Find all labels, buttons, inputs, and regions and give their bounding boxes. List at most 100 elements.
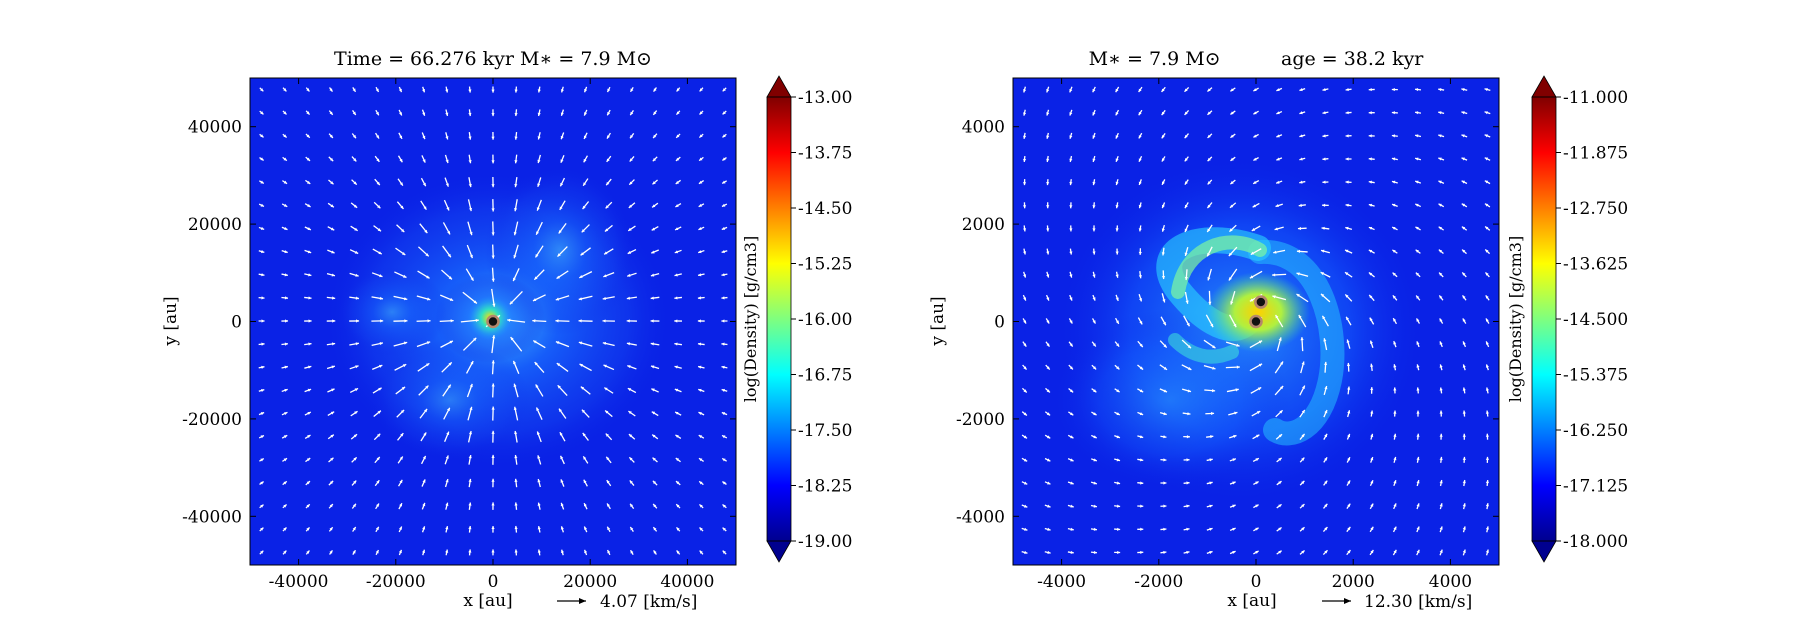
velocity-vector-head bbox=[1275, 204, 1279, 208]
velocity-vector-head bbox=[1299, 134, 1303, 138]
velocity-vector-head bbox=[1046, 274, 1050, 278]
velocity-vector-head bbox=[352, 527, 356, 531]
velocity-vector-head bbox=[1047, 550, 1051, 554]
velocity-vector-head bbox=[1278, 527, 1282, 531]
velocity-vector-head bbox=[698, 365, 702, 369]
velocity-vector-head bbox=[1138, 251, 1142, 255]
velocity-vector-head bbox=[628, 227, 632, 231]
velocity-vector-head bbox=[355, 342, 359, 346]
velocity-vector-head bbox=[1392, 227, 1396, 230]
velocity-vector-head bbox=[1391, 134, 1396, 138]
velocity-vector-head bbox=[1393, 341, 1397, 345]
velocity-vector-head bbox=[331, 388, 335, 392]
velocity-vector-head bbox=[1255, 550, 1259, 554]
velocity-vector-head bbox=[260, 157, 264, 161]
velocity-vector-head bbox=[1462, 387, 1466, 391]
velocity-vector-head bbox=[581, 229, 585, 233]
colorbar-tick-label: -13.625 bbox=[1563, 255, 1628, 275]
velocity-vector-head bbox=[354, 227, 358, 231]
velocity-vector-head bbox=[1187, 389, 1191, 393]
velocity-vector-head bbox=[1462, 272, 1466, 276]
velocity-vector-head bbox=[1296, 249, 1301, 253]
velocity-vector-head bbox=[1461, 226, 1466, 230]
velocity-vector-head bbox=[1184, 228, 1188, 232]
velocity-vector-head bbox=[1255, 481, 1259, 485]
velocity-vector-head bbox=[1438, 180, 1442, 184]
velocity-vector-head bbox=[307, 388, 312, 392]
velocity-vector-head bbox=[1161, 252, 1165, 256]
panel-right-title: M∗ = 7.9 M⊙ age = 38.2 kyr bbox=[1089, 48, 1425, 70]
velocity-vector-head bbox=[1252, 204, 1257, 208]
velocity-vector-head bbox=[513, 383, 517, 388]
velocity-vector-head bbox=[1257, 387, 1262, 391]
velocity-vector-head bbox=[1485, 549, 1489, 553]
velocity-vector-head bbox=[1462, 249, 1466, 253]
velocity-vector-head bbox=[583, 503, 587, 507]
velocity-vector-head bbox=[1461, 88, 1465, 92]
velocity-vector-head bbox=[650, 273, 655, 277]
velocity-vector-head bbox=[491, 549, 495, 553]
velocity-vector-head bbox=[1069, 366, 1073, 370]
velocity-vector-head bbox=[721, 319, 725, 323]
velocity-vector-head bbox=[1368, 157, 1372, 161]
velocity-vector-head bbox=[630, 134, 634, 139]
velocity-vector-head bbox=[1347, 433, 1351, 438]
velocity-vector-head bbox=[1207, 277, 1211, 281]
velocity-vector-head bbox=[537, 502, 541, 506]
velocity-vector-head bbox=[1207, 157, 1211, 162]
velocity-vector-head bbox=[1207, 181, 1211, 185]
velocity-vector-head bbox=[491, 278, 495, 282]
velocity-vector-head bbox=[1046, 412, 1051, 416]
velocity-vector-head bbox=[260, 527, 264, 531]
velocity-vector-head bbox=[537, 159, 541, 164]
velocity-vector-head bbox=[468, 183, 472, 188]
velocity-vector-head bbox=[629, 158, 633, 162]
velocity-vector-head bbox=[330, 204, 334, 208]
velocity-vector-head bbox=[399, 479, 403, 484]
velocity-vector-head bbox=[378, 251, 382, 255]
velocity-vector-head bbox=[1368, 111, 1372, 115]
y-tick-label: 20000 bbox=[188, 215, 242, 235]
velocity-vector-head bbox=[1415, 203, 1419, 207]
velocity-vector-head bbox=[653, 88, 657, 92]
velocity-vector-head bbox=[306, 527, 310, 531]
velocity-vector-head bbox=[1115, 228, 1119, 232]
velocity-vector-head bbox=[513, 360, 517, 365]
velocity-vector-head bbox=[1210, 323, 1214, 328]
velocity-vector-head bbox=[1415, 111, 1419, 115]
colorbar-left: -13.00 -13.75 -14.50 -15.25 -16.00 -16.75 -17.… bbox=[741, 75, 852, 563]
velocity-vector-head bbox=[1301, 480, 1305, 485]
velocity-vector-head bbox=[558, 230, 562, 234]
velocity-vector-head bbox=[422, 135, 426, 140]
velocity-vector-head bbox=[1346, 339, 1350, 343]
velocity-vector-head bbox=[1484, 111, 1488, 115]
velocity-vector-head bbox=[1139, 458, 1144, 462]
velocity-vector-head bbox=[445, 526, 449, 530]
velocity-vector-head bbox=[722, 435, 726, 439]
velocity-vector-head bbox=[491, 360, 495, 364]
velocity-vector-head bbox=[675, 204, 679, 208]
velocity-vector-head bbox=[331, 342, 336, 346]
velocity-vector-head bbox=[399, 503, 403, 507]
velocity-vector-head bbox=[1347, 503, 1351, 508]
velocity-vector-head bbox=[1232, 550, 1236, 554]
velocity-vector-head bbox=[1115, 111, 1119, 116]
velocity-vector-head bbox=[560, 89, 564, 93]
velocity-vector-head bbox=[353, 480, 357, 484]
velocity-vector-head bbox=[1115, 181, 1119, 186]
velocity-vector-head bbox=[1023, 366, 1027, 370]
velocity-vector-head bbox=[261, 342, 265, 346]
velocity-vector-head bbox=[1251, 227, 1256, 231]
velocity-vector-head bbox=[1186, 322, 1190, 327]
velocity-vector-head bbox=[602, 341, 607, 346]
velocity-vector-head bbox=[1346, 362, 1351, 367]
velocity-vector-head bbox=[698, 412, 702, 415]
velocity-vector-head bbox=[329, 504, 333, 508]
sinks-right bbox=[1249, 295, 1268, 329]
velocity-vector-head bbox=[1092, 320, 1096, 324]
velocity-vector-head bbox=[1023, 343, 1027, 347]
velocity-vector-head bbox=[581, 409, 586, 413]
y-tick-label: 0 bbox=[994, 313, 1005, 333]
velocity-vector-head bbox=[1070, 550, 1074, 555]
velocity-vector-head bbox=[1256, 411, 1261, 415]
